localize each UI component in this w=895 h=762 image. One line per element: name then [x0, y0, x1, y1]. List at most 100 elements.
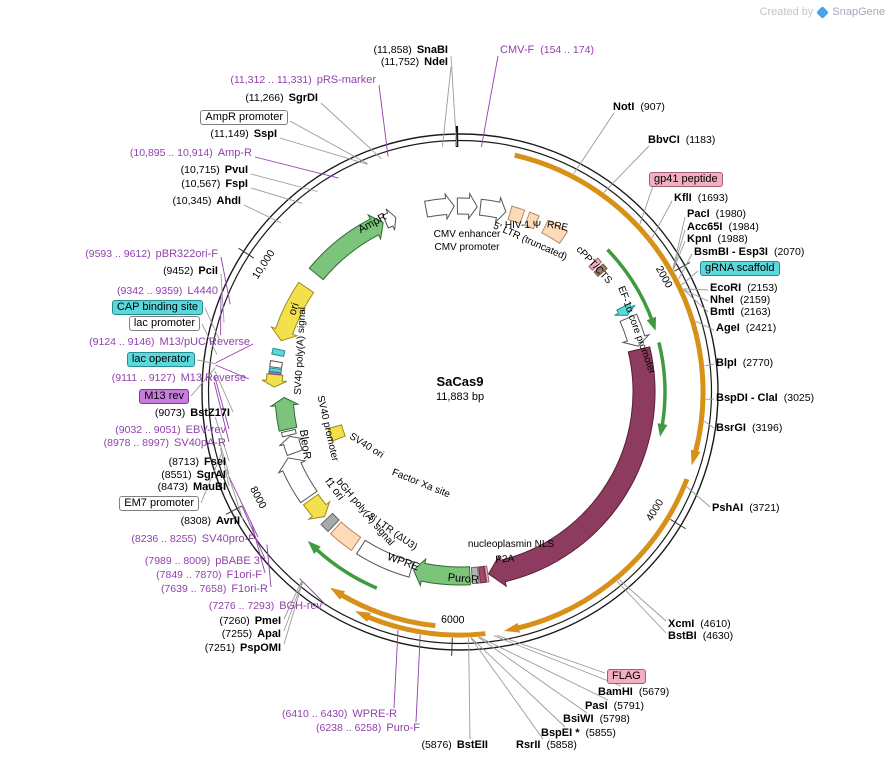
label-name: FseI	[203, 456, 226, 468]
leader-m13-puc-reverse	[215, 343, 254, 364]
label-pos: (9593 .. 9612)	[85, 248, 151, 260]
label-pos: (2770)	[742, 357, 774, 369]
label-name: SnaBI	[416, 44, 448, 56]
feature-sv40-polya-signal	[261, 373, 288, 388]
frame-arc-arrowhead	[355, 611, 371, 622]
label-name: M13 rev	[144, 390, 184, 402]
frame-arc	[516, 478, 690, 631]
feature-ampr	[308, 213, 384, 281]
label-pos: (3025)	[783, 392, 815, 404]
enzyme-label-fsei: (8713) FseI	[169, 455, 226, 469]
label-pos: (9073)	[154, 407, 186, 419]
label-name: BbvCI	[648, 134, 680, 146]
label-name: PvuI	[224, 164, 248, 176]
primer-label-sv40pro-f: (8236 .. 8255) SV40pro-F	[131, 532, 255, 546]
label-pos: (8473)	[157, 481, 188, 493]
label-name: gp41 peptide	[654, 173, 718, 185]
leader-snabi	[450, 55, 458, 147]
map-label-hiv-1: HIV-1 Ψ	[505, 220, 541, 231]
enzyme-label-bstbi: BstBI (4630)	[668, 629, 733, 643]
label-pos: (8236 .. 8255)	[131, 533, 197, 545]
label-name: BsmBI - Esp3I	[694, 246, 768, 258]
enzyme-label-bamhi: BamHI (5679)	[598, 685, 669, 699]
feature-puror	[412, 557, 471, 588]
label-name: lac promoter	[133, 317, 195, 329]
enzyme-label-avrii: (8308) AvrII	[181, 514, 240, 528]
label-pos: (4610)	[700, 618, 731, 630]
plasmid-size: 11,883 bp	[435, 391, 485, 403]
feature-label-ampr-promoter: AmpR promoter	[200, 110, 288, 125]
leader-prs-marker	[378, 84, 389, 157]
label-pos: (11,312 .. 11,331)	[230, 74, 312, 86]
leader-ebv-rev	[214, 375, 230, 430]
frame-arc-arrowhead	[646, 316, 657, 331]
label-name: PciI	[198, 265, 218, 277]
tick-mark-10-000	[238, 247, 254, 259]
label-name: KflI	[674, 192, 692, 204]
label-pos: (10,895 .. 10,914)	[129, 147, 213, 159]
map-label-ori: ori	[287, 301, 302, 316]
primer-label-puro-f: (6238 .. 6258) Puro-F	[316, 721, 420, 735]
feature-hiv-1-psi	[507, 205, 526, 225]
leader-sv40pro-f	[228, 476, 259, 538]
feature-cap-binding-site	[271, 347, 286, 357]
primer-label-f1ori-f: (7849 .. 7870) F1ori-F	[156, 568, 262, 582]
frame-arc	[514, 152, 706, 454]
enzyme-label-maubi: (8473) MauBI	[158, 480, 226, 494]
label-name: FLAG	[612, 670, 641, 682]
enzyme-label-ecori: EcoRI (2153)	[710, 281, 778, 295]
enzyme-label-ndei: (11,752) NdeI	[381, 55, 448, 69]
leader-bamhi	[493, 635, 622, 687]
leader-xcmi	[618, 579, 667, 622]
tick-label-6000: 6000	[441, 614, 465, 627]
frame-arc	[315, 548, 378, 590]
label-pos: (5855)	[585, 727, 616, 739]
label-pos: (154 .. 174)	[540, 44, 594, 56]
label-pos: (2070)	[773, 246, 805, 258]
label-name: PacI	[687, 208, 710, 220]
snapgene-watermark: Created by SnapGene	[760, 5, 885, 19]
label-name: XcmI	[668, 618, 695, 630]
label-pos: (8308)	[180, 515, 211, 527]
label-pos: (5876)	[421, 739, 452, 751]
feature-nucleoplasmin-nls	[478, 565, 487, 584]
enzyme-label-xcmi: XcmI (4610)	[668, 617, 731, 631]
map-label-sv40-poly-a-signal: SV40 poly(A) signal	[293, 307, 309, 395]
feature-gp41-peptide	[588, 257, 603, 271]
label-name: BGH-rev	[279, 600, 322, 612]
feature-label-lac-operator: lac operator	[126, 352, 195, 367]
enzyme-label-pcii: (9452) PciI	[163, 264, 218, 278]
feature-sv40-ori	[327, 424, 346, 442]
enzyme-label-sgrai: (8551) SgrAI	[161, 468, 226, 482]
enzyme-label-bspei: BspEI * (5855)	[541, 726, 616, 740]
leader-pmei	[283, 580, 303, 620]
label-name: M13 Reverse	[180, 372, 246, 384]
label-name: L4440	[187, 285, 218, 297]
label-pos: (11,149)	[210, 128, 249, 140]
label-name: FspI	[225, 178, 248, 190]
label-name: pBR322ori-F	[155, 248, 218, 260]
leader-bstz17i	[214, 370, 234, 413]
label-name: Acc65I	[687, 221, 723, 233]
feature-bgh-polya-signal	[302, 493, 331, 521]
leader-amp-r	[254, 156, 339, 179]
leader-cmv-f	[480, 55, 499, 147]
label-pos: (7276 .. 7293)	[208, 600, 275, 612]
leader-sv40pa-r	[213, 381, 230, 443]
primer-label-l4440: (9342 .. 9359) L4440	[117, 284, 218, 298]
frame-arc	[606, 248, 654, 321]
leader-m13-reverse	[215, 364, 250, 380]
label-name: BstBI	[668, 630, 697, 642]
enzyme-label-kpni: KpnI (1988)	[687, 232, 748, 246]
label-pos: (2159)	[739, 294, 771, 306]
leader-ecori	[683, 288, 709, 291]
label-pos: (907)	[640, 101, 665, 113]
feature-label-gp41-peptide: gp41 peptide	[649, 172, 723, 187]
map-label-rre: RRE	[546, 219, 569, 234]
label-name: NheI	[710, 294, 734, 306]
label-name: M13/pUC Reverse	[159, 336, 250, 348]
watermark-brand: SnapGene	[832, 6, 885, 18]
feature-5-ltr-truncated	[478, 195, 507, 224]
